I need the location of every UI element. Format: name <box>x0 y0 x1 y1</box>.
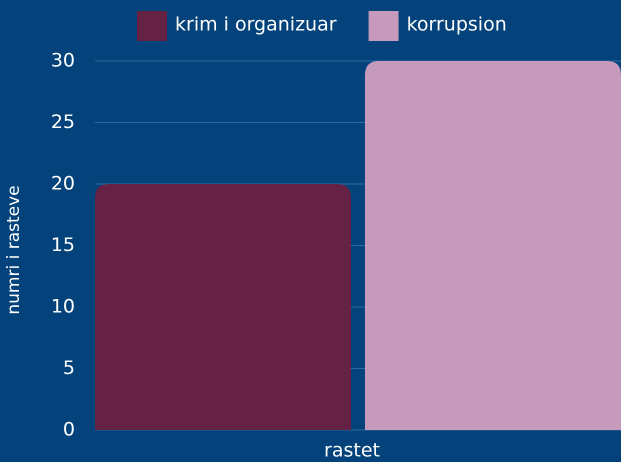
bar <box>95 184 351 430</box>
y-tick-label: 30 <box>51 50 75 72</box>
legend-label: korrupsion <box>407 14 507 36</box>
legend-label: krim i organizuar <box>175 14 337 36</box>
y-tick-label: 0 <box>63 419 75 441</box>
y-tick-label: 5 <box>63 357 75 379</box>
y-tick-label: 20 <box>51 173 75 195</box>
legend-swatch <box>137 11 167 41</box>
y-tick-label: 15 <box>51 234 75 256</box>
y-axis-label: numri i rasteve <box>4 185 24 314</box>
legend-swatch <box>368 11 399 41</box>
y-tick-label: 10 <box>51 296 75 318</box>
bar <box>365 61 621 430</box>
x-tick-label: rastet <box>324 440 380 462</box>
y-tick-label: 25 <box>51 111 75 133</box>
